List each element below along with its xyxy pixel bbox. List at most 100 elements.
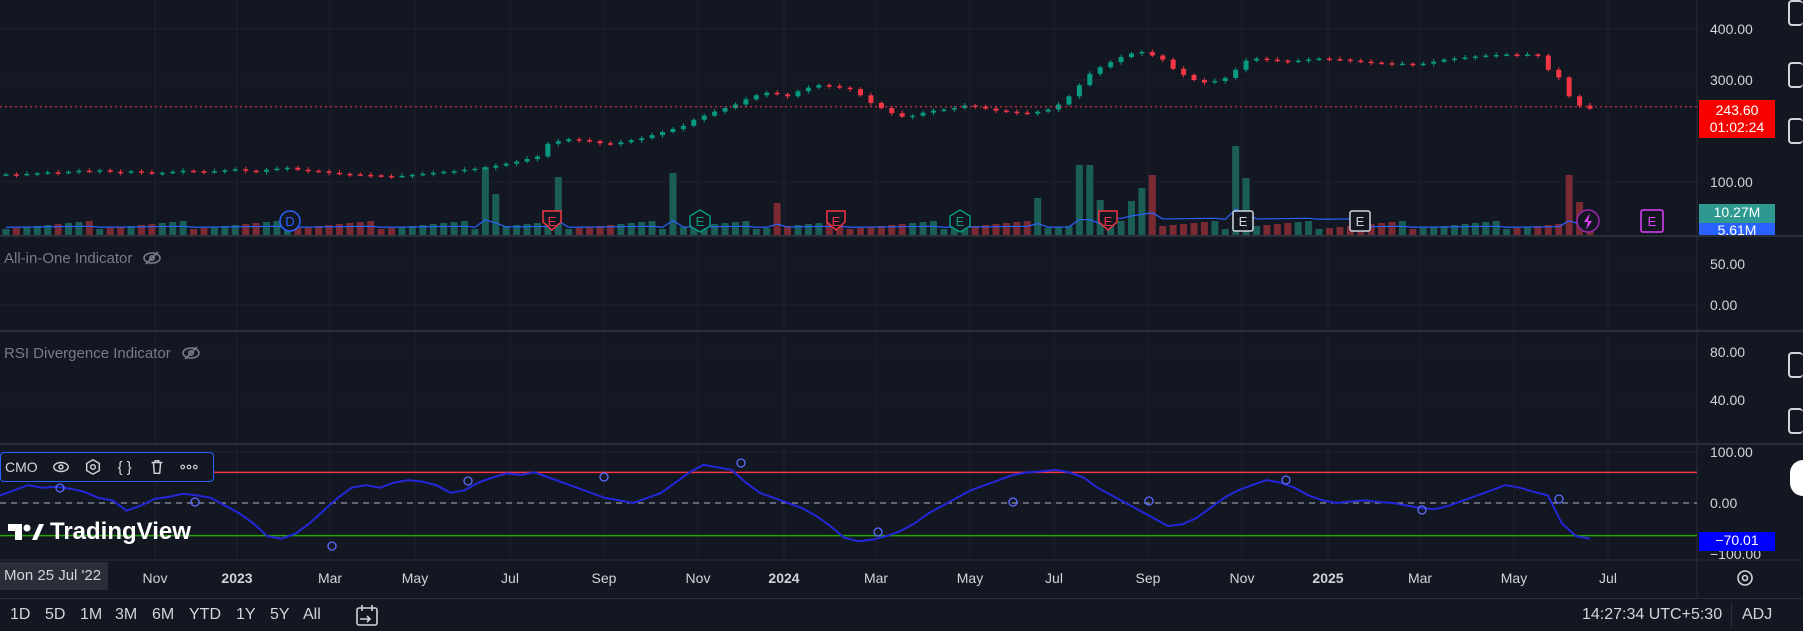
right-toolbar-button[interactable]: [1790, 460, 1803, 496]
candle-body: [878, 102, 884, 109]
candle-body: [305, 169, 311, 172]
volume-bar: [408, 226, 416, 235]
volume-bar: [1138, 188, 1146, 235]
adjust-button[interactable]: ADJ: [1742, 606, 1773, 623]
volume-bar: [127, 226, 135, 235]
candle-body: [66, 171, 72, 174]
volume-bar: [471, 229, 479, 235]
settings-icon[interactable]: [84, 458, 102, 476]
candle-body: [1222, 77, 1228, 82]
more-icon[interactable]: [179, 458, 198, 476]
event-marker-letter: E: [548, 214, 557, 229]
divergence-point: [1554, 494, 1564, 504]
volume-bar: [388, 228, 396, 235]
volume-bar: [1180, 224, 1188, 235]
price-candles: [3, 49, 1593, 179]
timeframe-6m[interactable]: 6M: [152, 606, 175, 623]
timeframe-1d[interactable]: 1D: [10, 606, 31, 623]
candle-body: [1181, 68, 1187, 75]
candle-body: [1118, 57, 1124, 63]
chart-settings-icon[interactable]: [1734, 567, 1756, 589]
tradingview-logo[interactable]: TradingView: [8, 518, 191, 546]
eye-icon[interactable]: [52, 458, 70, 476]
divergence-point: [1417, 505, 1427, 515]
cmo-indicator-legend[interactable]: CMO { }: [0, 452, 214, 482]
candle-body: [222, 170, 228, 172]
timeframe-5d[interactable]: 5D: [45, 606, 66, 623]
volume-bar: [263, 222, 271, 235]
right-toolbar-edge[interactable]: [1788, 118, 1803, 144]
price-axis-tick: 400.00: [1710, 21, 1753, 37]
candle-body: [514, 161, 520, 164]
candle-body: [389, 175, 395, 178]
time-axis-label: Nov: [1230, 570, 1255, 586]
volume-bar: [1378, 223, 1386, 235]
time-axis-label: Nov: [686, 570, 711, 586]
volume-bar: [679, 227, 687, 235]
candle-body: [24, 173, 30, 176]
right-toolbar-edge[interactable]: [1788, 352, 1803, 378]
time-axis-label: Jul: [1599, 570, 1617, 586]
candle-body: [1326, 58, 1332, 61]
volume-bar: [1002, 223, 1010, 235]
candle-body: [545, 143, 551, 157]
go-to-date-icon[interactable]: [354, 604, 380, 628]
timeframe-5y[interactable]: 5Y: [270, 606, 290, 623]
right-toolbar-edge[interactable]: [1788, 62, 1803, 88]
timeframe-3m[interactable]: 3M: [115, 606, 138, 623]
candle-body: [1285, 60, 1291, 63]
candle-body: [1243, 60, 1249, 70]
dividend-marker: [279, 210, 301, 232]
candle-body: [1160, 55, 1166, 60]
clock-timezone[interactable]: 14:27:34 UTC+5:30: [1582, 606, 1723, 623]
volume-bar: [888, 225, 896, 235]
time-axis-label: Jul: [1045, 570, 1063, 586]
candle-body: [1556, 69, 1562, 78]
aio-indicator-label: All-in-One Indicator: [4, 249, 133, 267]
candle-body: [138, 171, 144, 173]
hidden-eye-icon[interactable]: [181, 343, 201, 363]
right-toolbar-edge[interactable]: [1788, 0, 1803, 26]
volume-bar: [1242, 178, 1250, 235]
candle-body: [1431, 61, 1437, 64]
volume-bar: [533, 223, 541, 235]
rsi-indicator-legend[interactable]: RSI Divergence Indicator: [4, 343, 201, 363]
event-marker-letter: E: [1356, 214, 1365, 229]
volume-bar: [596, 226, 604, 235]
candle-body: [378, 175, 384, 177]
candle-body: [701, 115, 707, 120]
volume-bar: [857, 228, 865, 235]
timeframe-ytd[interactable]: YTD: [189, 606, 221, 623]
candle-body: [1514, 54, 1520, 56]
right-toolbar-edge[interactable]: [1788, 408, 1803, 434]
cmo-line: [0, 463, 1591, 543]
candle-body: [149, 172, 155, 174]
volume-bar: [898, 224, 906, 235]
volume-bar: [440, 223, 448, 235]
candle-body: [1264, 58, 1270, 61]
candle-body: [795, 91, 801, 97]
volume-bar: [742, 221, 750, 235]
lightning-icon-glyph: [1584, 213, 1592, 230]
candle-body: [847, 87, 853, 90]
grid-lines: [0, 0, 1697, 560]
delete-icon[interactable]: [148, 458, 166, 476]
candle-body: [45, 172, 51, 174]
candle-body: [785, 94, 791, 97]
price-axis-tick: 300.00: [1710, 72, 1753, 88]
divergence-point: [599, 472, 609, 482]
candle-body: [1014, 111, 1020, 114]
volume-bar: [586, 227, 594, 235]
aio-indicator-legend[interactable]: All-in-One Indicator: [4, 248, 162, 268]
volume-bar: [273, 221, 281, 235]
volume-bar: [210, 227, 218, 235]
timeframe-1y[interactable]: 1Y: [236, 606, 256, 623]
volume-bar: [909, 223, 917, 235]
timeframe-all[interactable]: All: [303, 606, 321, 623]
volume-bar: [377, 229, 385, 235]
hidden-eye-icon[interactable]: [142, 248, 162, 268]
timeframe-1m[interactable]: 1M: [80, 606, 103, 623]
source-code-icon[interactable]: { }: [117, 458, 132, 476]
